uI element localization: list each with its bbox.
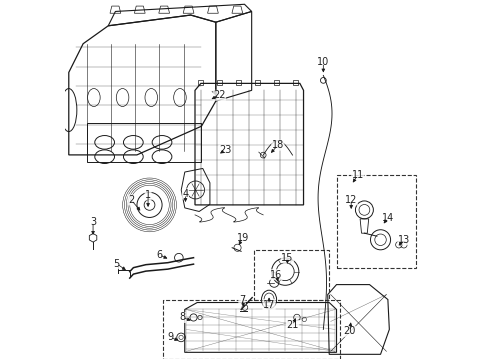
Bar: [293, 80, 298, 85]
Bar: [198, 80, 203, 85]
Text: 22: 22: [212, 90, 225, 100]
Bar: [163, 300, 340, 359]
Bar: [86, 123, 201, 162]
Text: 5: 5: [113, 259, 120, 269]
Bar: [255, 80, 260, 85]
Bar: [336, 175, 415, 268]
Text: 20: 20: [343, 327, 355, 336]
Text: 4: 4: [182, 189, 188, 199]
Text: 2: 2: [128, 195, 134, 205]
Text: 9: 9: [167, 332, 173, 342]
Text: 11: 11: [351, 170, 363, 180]
Text: 15: 15: [281, 253, 293, 263]
Text: 1: 1: [145, 190, 151, 200]
Text: 3: 3: [90, 217, 96, 227]
Bar: [236, 80, 241, 85]
Bar: [274, 80, 279, 85]
Text: 6: 6: [156, 250, 162, 260]
Bar: [217, 80, 222, 85]
Text: 12: 12: [345, 195, 357, 205]
Bar: [254, 250, 328, 300]
Text: 16: 16: [270, 270, 282, 280]
Text: 14: 14: [381, 213, 393, 223]
Text: 10: 10: [317, 58, 329, 67]
Text: 8: 8: [179, 312, 185, 323]
Text: 21: 21: [286, 320, 298, 330]
Text: 18: 18: [271, 140, 284, 150]
Text: 7: 7: [238, 294, 244, 305]
Text: 23: 23: [219, 145, 231, 155]
Text: 19: 19: [236, 233, 248, 243]
Text: 13: 13: [397, 235, 409, 245]
Text: 17: 17: [263, 300, 275, 310]
